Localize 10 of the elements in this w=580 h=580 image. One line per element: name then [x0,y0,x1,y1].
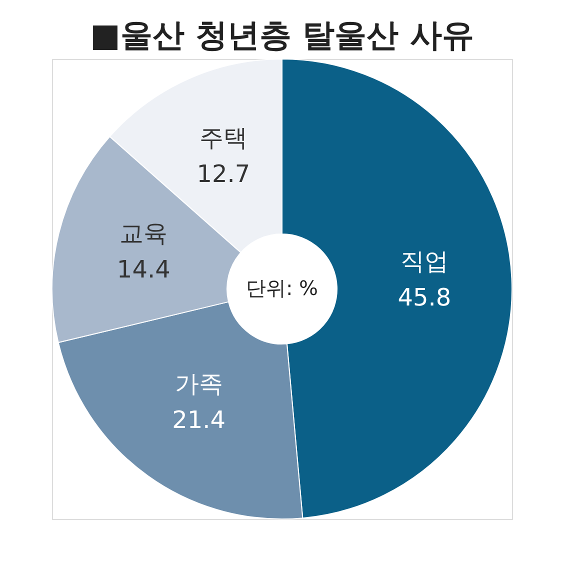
slice-label: 가족 [174,370,223,398]
text: 단위: % [246,276,318,300]
data-label: 12.7 [196,160,250,188]
slice-label: 직업 [400,248,448,276]
data-label: 45.8 [398,284,452,312]
data-label: 21.4 [172,406,226,434]
chart-title: ■울산 청년층 탈울산 사유 [90,16,474,54]
slice-label: 주택 [199,124,248,152]
slice-label: 교육 [120,219,168,248]
data-label: 14.4 [116,255,170,284]
